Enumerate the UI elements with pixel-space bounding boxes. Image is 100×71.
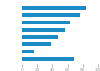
Bar [22,57,74,61]
Bar [22,50,34,53]
Bar [22,13,80,17]
Bar [22,35,58,39]
Bar [22,28,65,32]
Bar [22,21,70,24]
Bar [22,42,51,46]
Bar [22,6,86,10]
